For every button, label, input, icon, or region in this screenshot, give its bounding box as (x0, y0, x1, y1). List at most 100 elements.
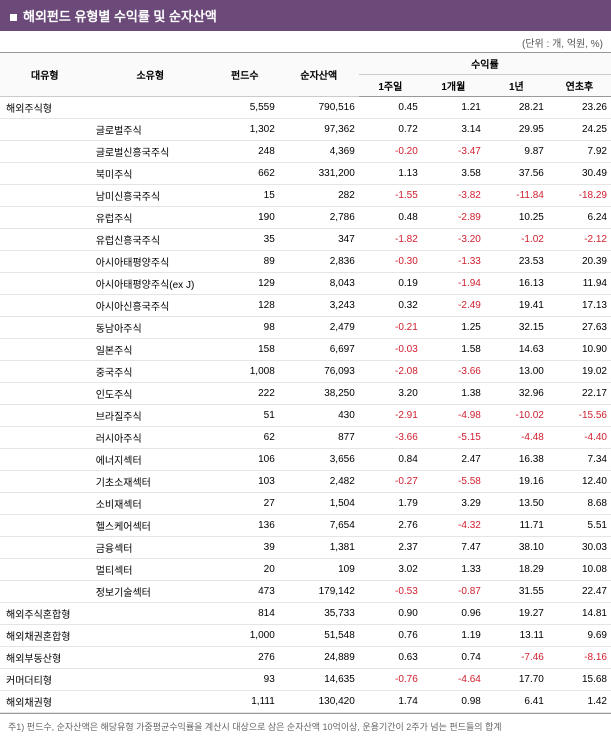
table-row: 기초소재섹터1032,482-0.27-5.5819.1612.40 (0, 471, 611, 493)
table-row: 금융섹터391,3812.377.4738.1030.03 (0, 537, 611, 559)
table-cell: 93 (211, 669, 279, 691)
table-cell: 0.98 (422, 691, 485, 713)
table-cell (90, 625, 211, 647)
table-cell: 6.24 (548, 207, 611, 229)
table-cell: 3,656 (279, 449, 359, 471)
table-cell: 130,420 (279, 691, 359, 713)
table-cell: 2.47 (422, 449, 485, 471)
table-cell (0, 141, 90, 163)
table-row: 소비재섹터271,5041.793.2913.508.68 (0, 493, 611, 515)
table-cell: 9.87 (485, 141, 548, 163)
table-cell: 커머더티형 (0, 669, 90, 691)
table-cell (0, 559, 90, 581)
table-cell: 7,654 (279, 515, 359, 537)
table-cell: -0.76 (359, 669, 422, 691)
table-cell: 3.14 (422, 119, 485, 141)
table-row: 인도주식22238,2503.201.3832.9622.17 (0, 383, 611, 405)
table-cell: 글로벌신흥국주식 (90, 141, 211, 163)
table-cell: 0.96 (422, 603, 485, 625)
table-cell: 18.29 (485, 559, 548, 581)
table-cell (0, 119, 90, 141)
table-cell: 16.38 (485, 449, 548, 471)
table-cell: 9.69 (548, 625, 611, 647)
table-cell: 23.26 (548, 97, 611, 119)
table-cell: 877 (279, 427, 359, 449)
table-cell: 248 (211, 141, 279, 163)
table-cell (0, 449, 90, 471)
table-cell: 29.95 (485, 119, 548, 141)
table-cell: 13.50 (485, 493, 548, 515)
table-cell: -3.82 (422, 185, 485, 207)
table-row: 브라질주식51430-2.91-4.98-10.02-15.56 (0, 405, 611, 427)
table-cell: 3.29 (422, 493, 485, 515)
page-title: 해외펀드 유형별 수익률 및 순자산액 (23, 9, 217, 24)
table-cell (90, 603, 211, 625)
table-cell: 1.74 (359, 691, 422, 713)
table-cell (90, 691, 211, 713)
table-cell: 28.21 (485, 97, 548, 119)
table-cell: -3.47 (422, 141, 485, 163)
table-cell (0, 427, 90, 449)
col-nav: 순자산액 (279, 53, 359, 97)
table-cell: 8,043 (279, 273, 359, 295)
table-cell (0, 273, 90, 295)
table-cell (0, 515, 90, 537)
table-cell: 32.15 (485, 317, 548, 339)
table-cell: 3.58 (422, 163, 485, 185)
table-cell (0, 405, 90, 427)
table-cell: 51,548 (279, 625, 359, 647)
table-cell: 109 (279, 559, 359, 581)
table-cell: 35,733 (279, 603, 359, 625)
table-cell: 30.03 (548, 537, 611, 559)
table-row: 남미신흥국주식15282-1.55-3.82-11.84-18.29 (0, 185, 611, 207)
table-cell: 1,302 (211, 119, 279, 141)
table-cell: 128 (211, 295, 279, 317)
col-major: 대유형 (0, 53, 90, 97)
table-cell: 662 (211, 163, 279, 185)
table-cell: 0.48 (359, 207, 422, 229)
table-cell: -0.30 (359, 251, 422, 273)
table-cell: 2,836 (279, 251, 359, 273)
table-cell: 38.10 (485, 537, 548, 559)
table-cell: 7.34 (548, 449, 611, 471)
table-cell (0, 383, 90, 405)
table-row: 헬스케어섹터1367,6542.76-4.3211.715.51 (0, 515, 611, 537)
table-cell: 러시아주식 (90, 427, 211, 449)
table-cell: 473 (211, 581, 279, 603)
table-cell: 일본주식 (90, 339, 211, 361)
table-cell: 158 (211, 339, 279, 361)
table-cell: 해외채권혼합형 (0, 625, 90, 647)
table-cell: 17.13 (548, 295, 611, 317)
table-cell (0, 207, 90, 229)
table-cell: 1.33 (422, 559, 485, 581)
table-cell: 19.16 (485, 471, 548, 493)
table-cell: 1.19 (422, 625, 485, 647)
table-cell: -11.84 (485, 185, 548, 207)
table-cell: 1,504 (279, 493, 359, 515)
table-cell: 103 (211, 471, 279, 493)
table-cell: 76,093 (279, 361, 359, 383)
table-cell: 2.76 (359, 515, 422, 537)
table-cell: 15 (211, 185, 279, 207)
table-cell: 22.17 (548, 383, 611, 405)
table-cell: 소비재섹터 (90, 493, 211, 515)
table-row: 해외주식형5,559790,5160.451.2128.2123.26 (0, 97, 611, 119)
table-cell: 331,200 (279, 163, 359, 185)
table-cell: 0.32 (359, 295, 422, 317)
table-cell: 19.02 (548, 361, 611, 383)
table-cell: 24.25 (548, 119, 611, 141)
table-cell: -18.29 (548, 185, 611, 207)
table-cell: 3.02 (359, 559, 422, 581)
table-cell: 2.37 (359, 537, 422, 559)
table-cell: 136 (211, 515, 279, 537)
table-row: 해외채권형1,111130,4201.740.986.411.42 (0, 691, 611, 713)
table-cell: 0.45 (359, 97, 422, 119)
col-count: 펀드수 (211, 53, 279, 97)
table-cell: 6,697 (279, 339, 359, 361)
title-bar: 해외펀드 유형별 수익률 및 순자산액 (0, 0, 611, 31)
table-row: 동남아주식982,479-0.211.2532.1527.63 (0, 317, 611, 339)
table-cell: -4.64 (422, 669, 485, 691)
table-cell: 14,635 (279, 669, 359, 691)
table-cell: 38,250 (279, 383, 359, 405)
table-cell (0, 361, 90, 383)
